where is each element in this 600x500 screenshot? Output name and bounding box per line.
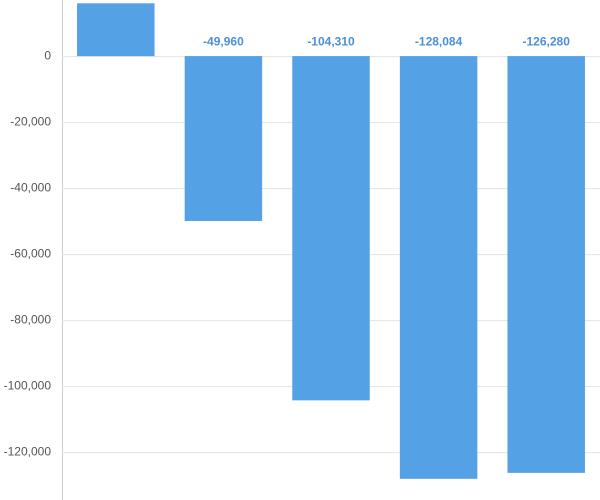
y-tick-label: -100,000 (4, 378, 52, 392)
value-label: -128,084 (415, 34, 463, 48)
bar (184, 56, 263, 221)
y-tick-label: -20,000 (10, 114, 51, 128)
bar (77, 3, 155, 57)
value-label: -104,310 (307, 34, 355, 48)
bar (399, 56, 478, 479)
y-tick-label: -120,000 (4, 444, 52, 458)
bar (292, 56, 370, 401)
value-label: -126,280 (523, 34, 571, 48)
value-label: -49,960 (203, 34, 244, 48)
y-tick-label: 0 (44, 48, 51, 62)
y-tick-label: -60,000 (10, 246, 51, 260)
y-tick-label: -80,000 (10, 312, 51, 326)
bar (507, 56, 585, 473)
y-tick-label: -40,000 (10, 180, 51, 194)
